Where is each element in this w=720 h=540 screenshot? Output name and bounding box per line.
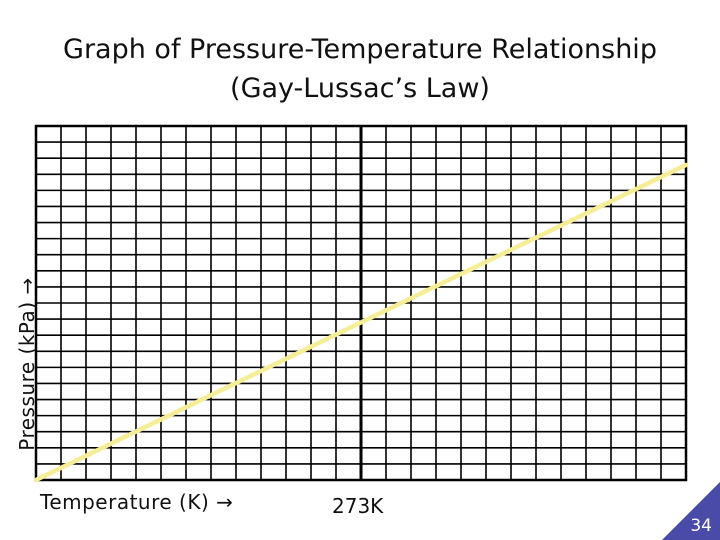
page-title: Graph of Pressure-Temperature Relationsh… [0, 30, 720, 108]
series-line-0 [33, 162, 689, 483]
series-lines [33, 162, 689, 483]
page-number: 34 [690, 516, 712, 536]
page-corner-decoration [662, 482, 720, 540]
grid-lines [34, 124, 688, 482]
title-line-1: Graph of Pressure-Temperature Relationsh… [63, 34, 657, 65]
y-axis-label: Pressure (kPa) → [15, 277, 39, 451]
x-axis-label: Temperature (K) → [40, 490, 234, 514]
x-tick-label-273: 273K [332, 494, 384, 518]
title-line-2: (Gay-Lussac’s Law) [230, 73, 490, 104]
